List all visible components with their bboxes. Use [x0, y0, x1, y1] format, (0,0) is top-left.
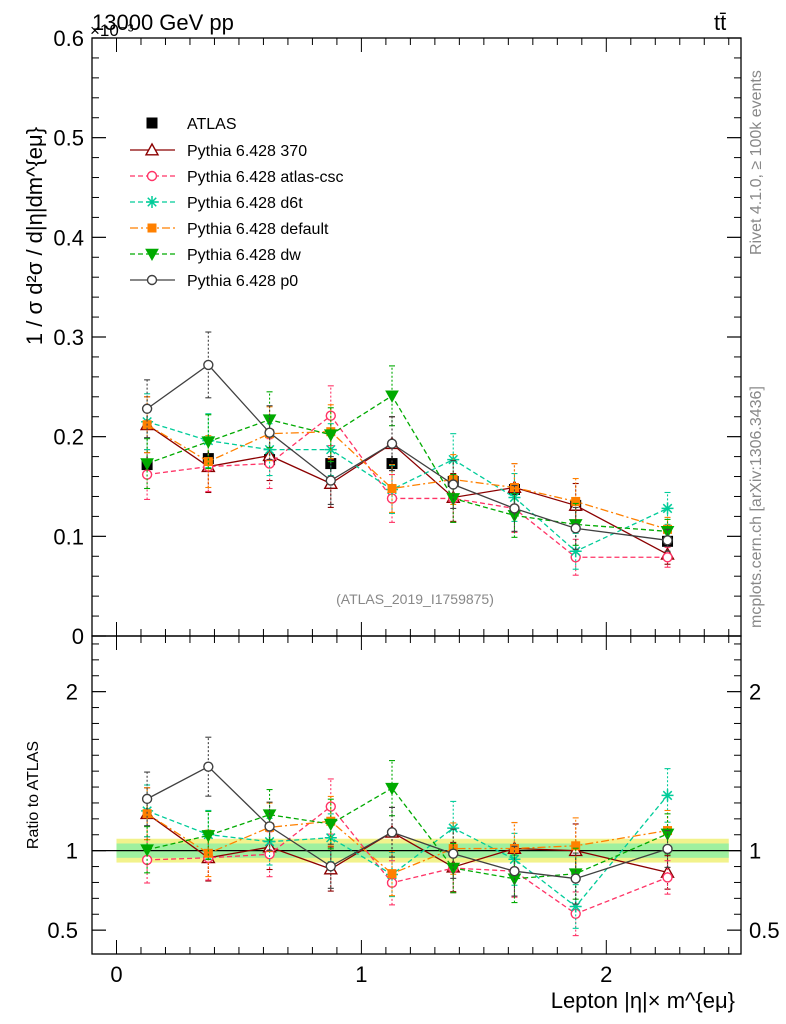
y-tick-label: 0.4 [53, 225, 84, 250]
main-y-ticks: 0 0.1 0.2 0.3 0.4 0.5 0.6 [53, 26, 741, 649]
ratio-data-point [201, 830, 216, 843]
ratio-data-point [447, 822, 460, 835]
ratio-tick-label-right: 2 [749, 680, 761, 705]
data-point [203, 457, 213, 467]
series-line [147, 414, 668, 558]
legend-marker [145, 248, 159, 262]
ratio-data-point [448, 848, 459, 859]
exponent-label: ×10⁻³ [90, 21, 134, 40]
y-tick-label: 0.6 [53, 26, 84, 51]
ratio-data-point [570, 873, 581, 884]
main-series [139, 331, 675, 576]
x-axis-label: Lepton |η|× m^{eμ} [551, 988, 735, 1013]
ratio-data-point [661, 789, 674, 802]
data-point [387, 483, 397, 493]
data-point [661, 502, 674, 515]
ratio-data-point [325, 861, 336, 872]
ratio-data-point [386, 827, 398, 838]
series-line [146, 424, 668, 530]
ratio-data-point [323, 818, 338, 832]
ratio-data-point [264, 821, 275, 832]
legend-label: Pythia 6.428 370 [187, 143, 307, 160]
data-point [448, 479, 459, 490]
x-tick-label: 2 [600, 962, 612, 987]
data-point [662, 552, 673, 563]
ratio-tick-label-right: 1 [749, 839, 761, 864]
legend-marker [146, 196, 158, 208]
legend-marker-atlas [146, 117, 158, 129]
ratio-data-point [509, 843, 519, 853]
x-tick-label: 1 [355, 962, 367, 987]
legend-label: Pythia 6.428 default [187, 221, 329, 238]
energy-label: 13000 GeV pp [92, 10, 234, 35]
legend-label: Pythia 6.428 dw [187, 247, 301, 264]
mcplots-label: mcplots.cern.ch [arXiv:1306.3436] [748, 386, 765, 628]
ratio-data-point [385, 782, 399, 796]
reference-point [386, 458, 398, 470]
ratio-data-point [387, 869, 397, 879]
ratio-ticks: 0.5 0.5 1 1 2 2 0 1 2 [47, 636, 780, 987]
data-point [203, 359, 214, 371]
y-tick-label: 0.3 [53, 325, 84, 350]
ratio-data-point [203, 848, 213, 858]
data-point [323, 429, 338, 442]
ratio-data-point [140, 844, 154, 857]
rivet-label: Rivet 4.1.0, ≥ 100k events [748, 70, 765, 255]
legend-label: Pythia 6.428 p0 [187, 273, 298, 290]
data-point [662, 535, 673, 546]
ratio-y-axis-label: Ratio to ATLAS [25, 741, 42, 849]
data-point [509, 482, 519, 492]
legend-marker [144, 142, 160, 156]
ratio-data-point [662, 843, 673, 855]
data-point [571, 496, 581, 506]
data-point [140, 458, 154, 471]
y-tick-label: 0 [72, 624, 84, 649]
data-point [509, 503, 520, 514]
series-line [146, 421, 668, 553]
data-point [570, 523, 581, 534]
legend-label: ATLAS [187, 116, 237, 133]
data-point [141, 403, 153, 414]
ratio-data-point [509, 866, 520, 877]
legend-label: Pythia 6.428 atlas-csc [187, 169, 344, 186]
ratio-series-line [146, 787, 668, 880]
legend-marker [147, 223, 157, 233]
series-line [146, 364, 668, 541]
data-point [201, 436, 216, 449]
x-tick-label: 0 [110, 962, 122, 987]
ratio-series [139, 736, 675, 937]
ratio-data-point [569, 900, 582, 913]
ratio-data-point [662, 872, 673, 883]
ratio-tick-label: 0.5 [47, 918, 78, 943]
legend-label: Pythia 6.428 d6t [187, 195, 303, 212]
ratio-data-point [571, 841, 581, 851]
y-tick-label: 0.5 [53, 126, 84, 151]
legend-marker [146, 274, 158, 286]
series-line [146, 424, 668, 555]
ratio-series-line [146, 813, 668, 875]
ratio-tick-label: 2 [66, 680, 78, 705]
process-label: tt̄ [714, 10, 726, 35]
ratio-data-point [203, 761, 214, 772]
analysis-label: (ATLAS_2019_I1759875) [336, 591, 494, 607]
y-tick-label: 0.1 [53, 524, 84, 549]
main-y-axis-label: 1 / σ d²σ / d|η|dm^{eμ} [22, 127, 47, 345]
ratio-tick-label: 1 [66, 839, 78, 864]
ratio-plot-frame [91, 635, 742, 955]
data-point [569, 545, 582, 558]
data-point [385, 390, 399, 403]
ratio-data-point [141, 793, 153, 805]
data-point [262, 414, 277, 427]
data-point [264, 427, 275, 438]
data-point [325, 475, 336, 486]
legend-marker [146, 170, 158, 182]
data-point [386, 438, 398, 449]
y-tick-label: 0.2 [53, 425, 84, 450]
ratio-tick-label-right: 0.5 [749, 918, 780, 943]
legend: ATLAS Pythia 6.428 370 Pythia 6.428 atlas-… [130, 116, 344, 290]
